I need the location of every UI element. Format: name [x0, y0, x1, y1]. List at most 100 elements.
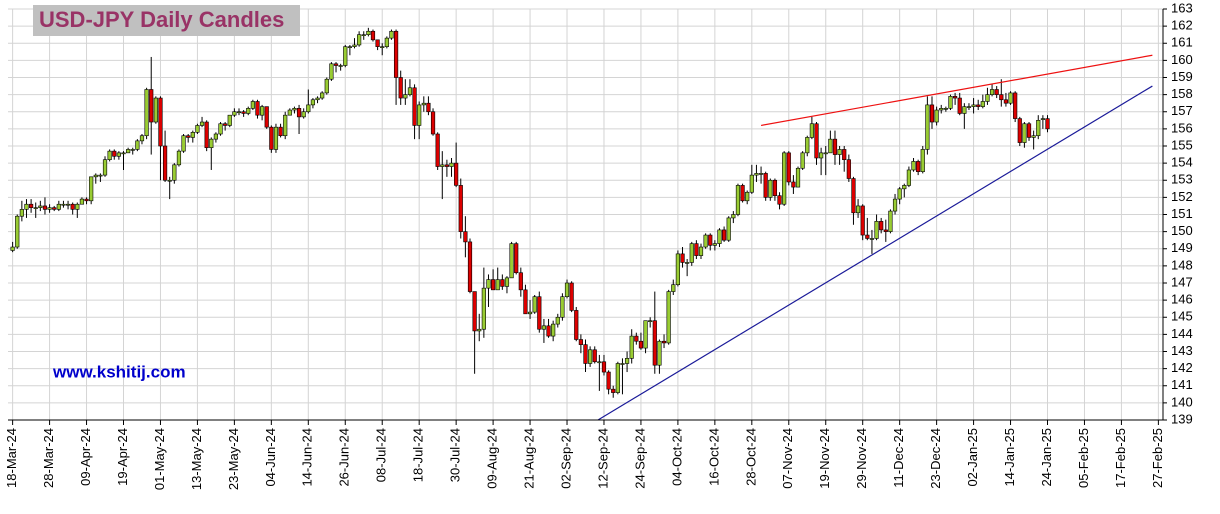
candle-body: [712, 243, 717, 246]
candle-body: [925, 104, 930, 150]
candle-body: [218, 123, 223, 135]
candle-body: [597, 361, 602, 364]
y-tick-label: 140: [1171, 394, 1193, 409]
candles: [10, 27, 1153, 421]
x-tick-label: 23-May-24: [226, 428, 241, 490]
y-tick-label: 163: [1171, 0, 1193, 15]
candle-body: [121, 152, 126, 155]
x-tick-label: 04-Oct-24: [669, 428, 684, 486]
candle-body: [911, 161, 916, 171]
candle-body: [389, 30, 394, 39]
y-tick-label: 141: [1171, 377, 1193, 392]
x-tick-label: 30-Jul-24: [448, 428, 463, 482]
candle-body: [1013, 92, 1018, 119]
candle-body: [421, 102, 426, 106]
candle-body: [726, 217, 731, 241]
candle-body: [366, 30, 371, 35]
y-tick-label: 152: [1171, 189, 1193, 204]
candle-body: [934, 109, 939, 123]
candle-body: [167, 179, 172, 182]
candle-body: [232, 111, 237, 116]
candle-body: [574, 310, 579, 340]
candle-body: [592, 349, 597, 363]
candle-body: [828, 138, 833, 154]
candle-body: [685, 262, 690, 264]
candle-body: [855, 205, 861, 214]
candle-body: [717, 229, 722, 244]
y-tick-label: 151: [1171, 206, 1193, 221]
candle-body: [227, 114, 232, 126]
candle-body: [518, 272, 523, 291]
candle-body: [310, 99, 316, 106]
candle-body: [435, 133, 440, 167]
candle-body: [846, 159, 851, 179]
candle-body: [860, 205, 865, 236]
candle-body: [449, 162, 454, 167]
x-tick-label: 04-Jun-24: [263, 428, 278, 487]
x-tick-label: 24-Sep-24: [632, 428, 647, 489]
candle-body: [648, 320, 653, 322]
candle-body: [578, 339, 583, 345]
candle-body: [786, 152, 791, 183]
y-tick-label: 157: [1171, 103, 1193, 118]
candle-body: [430, 111, 436, 135]
candle-body: [33, 207, 38, 209]
x-tick-label: 09-Apr-24: [78, 428, 93, 486]
candle-body: [888, 210, 893, 232]
candle-body: [939, 108, 944, 111]
candle-body: [832, 138, 838, 155]
candle-body: [273, 126, 279, 150]
candle-body: [620, 363, 625, 365]
x-tick-label: 21-Aug-24: [521, 428, 536, 489]
candle-body: [172, 164, 177, 181]
x-tick-label: 14-Jun-24: [300, 428, 315, 487]
y-tick-label: 149: [1171, 240, 1193, 255]
candle-body: [93, 174, 98, 178]
candle-body: [768, 179, 773, 198]
candle-body: [851, 178, 856, 214]
trendline: [760, 54, 1153, 127]
chart-title: USD-JPY Daily Candles: [39, 7, 284, 32]
candle-body: [370, 30, 376, 41]
candle-body: [481, 287, 486, 330]
x-tick-label: 26-Jun-24: [337, 428, 352, 487]
candle-body: [130, 149, 135, 151]
x-tick-label: 02-Sep-24: [558, 428, 573, 489]
candle-body: [758, 173, 764, 175]
candle-body: [1040, 118, 1045, 120]
candle-body: [204, 121, 209, 149]
candle-body: [680, 253, 685, 263]
candle-body: [56, 203, 61, 210]
candle-body: [962, 106, 967, 114]
candle-body: [791, 181, 796, 188]
candle-body: [671, 284, 676, 292]
x-tick-label: 28-Oct-24: [743, 428, 758, 486]
x-tick-label: 14-Jan-25: [1002, 428, 1017, 487]
candle-body: [588, 349, 593, 364]
candle-body: [315, 97, 320, 101]
y-tick-label: 161: [1171, 35, 1193, 50]
candle-body: [837, 149, 842, 155]
x-tick-label: 27-Feb-25: [1150, 428, 1165, 488]
candle-body: [278, 126, 283, 137]
candle-body: [65, 203, 71, 206]
candle-body: [190, 132, 195, 138]
candle-body: [343, 46, 348, 66]
candle-body: [444, 164, 450, 167]
candle-body: [994, 89, 999, 95]
candle-body: [440, 164, 445, 167]
candle-body: [153, 97, 158, 123]
candle-body: [426, 102, 431, 113]
y-tick-label: 159: [1171, 69, 1193, 84]
candle-body: [407, 87, 413, 95]
candle-body: [560, 296, 565, 318]
y-tick-label: 160: [1171, 52, 1193, 67]
candle-body: [320, 92, 325, 99]
y-tick-label: 150: [1171, 223, 1193, 238]
x-tick-label: 29-Nov-24: [854, 428, 869, 489]
x-tick-label: 01-May-24: [152, 428, 167, 490]
candle-body: [162, 145, 168, 181]
candle-body: [611, 388, 616, 393]
candle-body: [985, 94, 990, 102]
candle-body: [976, 104, 981, 107]
